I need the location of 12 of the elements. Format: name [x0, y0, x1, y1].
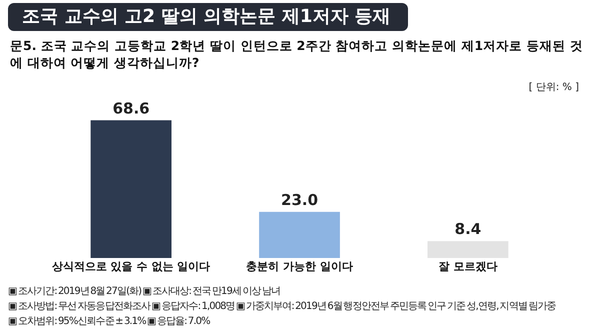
x-tick-label: 상식적으로 있을 수 없는 일이다	[52, 260, 210, 273]
text: ▣ 오차범위: 95%신뢰수준 ± 3.1% ▣ 응답율: 7.0%	[8, 315, 211, 329]
x-tick-label: 충분히 가능한 일이다	[246, 260, 353, 273]
chart-title: 조국 교수의 고2 딸의 의학논문 제1저자 등재	[8, 3, 408, 31]
data-label: 23.0	[280, 190, 318, 209]
text: ▣ 조사기간: 2019년 8월 27일(화) ▣ 조사대상: 전국 만19세 이상 남녀	[8, 285, 281, 299]
text: [ 단위: % ]	[528, 81, 579, 94]
chart-subtitle: 문5. 조국 교수의 고등학교 2학년 딸이 인턴으로 2주간 참여하고 의학논문에 제1저자로 등재된 것에 대하여 어떻게 생각하십니까?	[10, 37, 584, 71]
text: ▣ 조사방법: 무선 자동응답전화조사 ▣ 응답자수: 1,008명 ▣ 가중치부여: 2019년 6월 행정안전부 주민등록 인구 기준 성,연령, 지역별 림가중	[8, 300, 557, 314]
x-tick-label: 잘 모르겠다	[438, 260, 498, 273]
data-label: 8.4	[454, 220, 482, 238]
data-label: 68.6	[112, 99, 150, 118]
